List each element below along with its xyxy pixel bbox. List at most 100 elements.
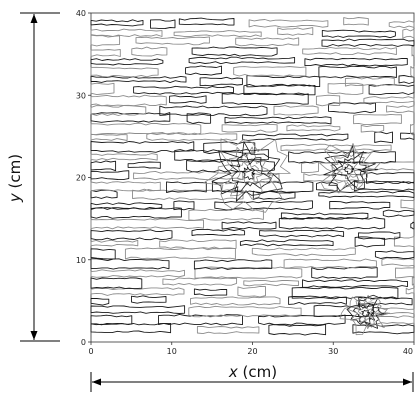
contour-line xyxy=(321,29,396,39)
contour-line xyxy=(90,133,128,141)
contour-line xyxy=(221,221,277,230)
anomaly-contour xyxy=(242,166,256,180)
x-tick-label: 30 xyxy=(328,347,338,356)
contour-line xyxy=(327,82,364,95)
contour-line xyxy=(196,325,260,335)
contour-line xyxy=(90,112,171,123)
contour-line xyxy=(158,313,243,326)
contour-line xyxy=(221,123,278,133)
contour-line xyxy=(90,298,110,306)
y-axis-title: y (cm) xyxy=(6,154,24,203)
contour-line xyxy=(150,19,176,30)
contour-line xyxy=(321,38,415,47)
anomaly-contour xyxy=(330,151,370,188)
contour-line xyxy=(304,57,408,67)
contour-line xyxy=(329,201,391,210)
x-axis-title: x (cm) xyxy=(228,363,277,381)
contour-line xyxy=(174,149,269,162)
contour-line xyxy=(90,141,195,153)
x-tick-label: 0 xyxy=(88,347,93,356)
y-tick-label: 20 xyxy=(76,174,86,183)
contour-line xyxy=(283,258,377,269)
contour-line xyxy=(90,105,147,116)
contour-line xyxy=(124,247,236,260)
contour-line xyxy=(203,141,256,154)
x-tick-label: 10 xyxy=(167,347,177,356)
anomaly-contour xyxy=(203,138,291,213)
contour-line xyxy=(159,105,268,117)
contour-line xyxy=(411,276,415,286)
anomaly-contour xyxy=(225,146,275,200)
contour-line xyxy=(90,229,173,241)
contour-line xyxy=(243,83,316,96)
contour-line xyxy=(382,209,415,218)
contour-line xyxy=(374,131,393,144)
contour-line xyxy=(405,287,415,295)
contour-line xyxy=(221,92,309,105)
contour-line xyxy=(280,143,392,152)
contour-line xyxy=(353,180,415,192)
contour-line xyxy=(193,288,228,296)
anomaly-contour xyxy=(236,161,265,186)
contour-line xyxy=(90,94,167,107)
contour-line xyxy=(90,28,163,37)
contour-line xyxy=(127,161,161,169)
contour-line xyxy=(291,286,399,300)
contour-line xyxy=(90,239,139,247)
contour-line xyxy=(410,123,415,136)
contour-line xyxy=(280,212,369,220)
contour-line xyxy=(246,75,321,88)
contour-line xyxy=(90,207,182,219)
contour-line xyxy=(365,315,415,325)
anomaly-contour xyxy=(211,141,283,202)
contour-line xyxy=(90,66,159,78)
contour-line xyxy=(398,75,415,84)
contour-line xyxy=(316,181,338,192)
contour-line xyxy=(400,199,415,210)
contour-lines xyxy=(90,17,415,336)
contour-line xyxy=(191,46,278,57)
contour-line xyxy=(363,96,415,104)
contour-line xyxy=(185,65,222,76)
contour-line xyxy=(211,181,314,193)
contour-line xyxy=(302,46,397,56)
contour-line xyxy=(90,258,170,270)
anomaly-contour xyxy=(229,153,272,193)
contour-line xyxy=(169,95,207,104)
contour-line xyxy=(90,248,116,260)
contour-line xyxy=(400,132,415,140)
anomaly-contour xyxy=(338,159,360,180)
contour-line xyxy=(194,266,303,279)
contour-line xyxy=(159,239,237,250)
contour-line xyxy=(360,124,385,133)
contour-line xyxy=(318,65,397,79)
contour-line xyxy=(410,221,415,230)
contour-line xyxy=(374,250,415,259)
contour-line xyxy=(235,37,300,47)
contour-line xyxy=(251,247,356,257)
y-dimension-arrow xyxy=(20,12,60,342)
contour-line xyxy=(90,181,161,192)
contour-line xyxy=(237,285,266,298)
anomaly-contour xyxy=(343,164,355,175)
contour-line xyxy=(315,94,341,107)
contour-line xyxy=(302,279,408,288)
contour-line xyxy=(90,189,118,199)
contour-line xyxy=(344,76,395,87)
contour-line xyxy=(395,267,415,279)
contour-line xyxy=(135,36,210,46)
contour-line xyxy=(366,172,415,185)
anomaly-contour xyxy=(339,294,391,336)
contour-line xyxy=(224,116,332,125)
x-tick-label: 20 xyxy=(247,347,257,356)
contour-line xyxy=(191,228,246,236)
contour-line xyxy=(90,75,187,84)
contour-line xyxy=(242,133,349,141)
contour-line xyxy=(173,30,262,38)
contour-line xyxy=(233,66,307,77)
contour-line xyxy=(214,200,313,211)
contour-line xyxy=(162,277,238,286)
contour-line xyxy=(132,189,244,201)
contour-line xyxy=(178,17,235,26)
contour-line xyxy=(388,20,415,29)
